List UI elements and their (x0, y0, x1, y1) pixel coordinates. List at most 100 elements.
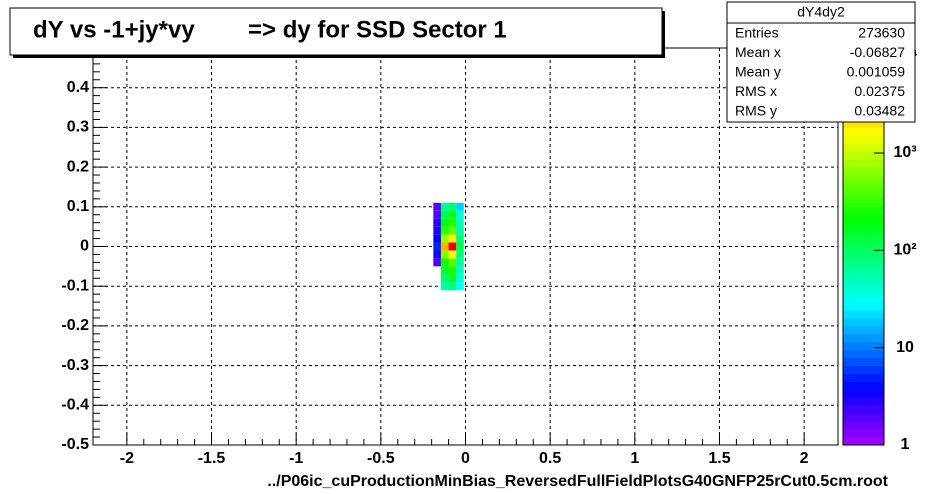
heatmap-cell (448, 266, 457, 275)
heatmap-cell (433, 218, 441, 227)
heatmap-cell (433, 258, 441, 267)
color-scale-step (843, 135, 884, 144)
heatmap-cell (433, 226, 441, 235)
heatmap-cell (433, 234, 441, 243)
x-tick-label: -2 (120, 450, 134, 467)
stats-label: Entries (735, 25, 779, 41)
heatmap-cell (456, 258, 464, 267)
color-scale-step (843, 381, 884, 390)
heatmap-cell (456, 282, 464, 291)
heatmap-cell (448, 210, 457, 219)
heatmap-cell (448, 218, 457, 227)
color-scale-step (843, 333, 884, 343)
color-scale-step (843, 270, 884, 279)
x-tick-label: 0 (461, 450, 470, 467)
color-scale-step (843, 230, 884, 240)
heatmap-cell (440, 274, 449, 283)
heatmap-cell (440, 210, 449, 219)
y-tick-label: 0 (80, 238, 89, 255)
stats-title: dY4dy2 (797, 4, 845, 20)
y-tick-label: 0.2 (67, 158, 89, 175)
heatmap-cell (456, 250, 464, 259)
x-tick-label: 0.5 (539, 450, 561, 467)
y-tick-label: -0.5 (61, 436, 89, 453)
stats-value: 0.001059 (847, 64, 906, 80)
color-scale-step (843, 421, 884, 430)
heatmap-cell (456, 266, 464, 275)
x-tick-label: -0.5 (367, 450, 395, 467)
color-scale-step (843, 151, 884, 160)
color-scale-step (843, 206, 884, 216)
stats-value: -0.06827 (850, 44, 905, 60)
color-scale-step (843, 317, 884, 327)
color-scale-step (843, 198, 884, 208)
stats-label: Mean y (735, 64, 781, 80)
title-box (9, 7, 663, 56)
z-tick-label: 10² (893, 242, 916, 259)
color-scale-step (843, 349, 884, 359)
heatmap-cell (448, 274, 457, 283)
overlay: dY vs -1+jy*vy => dy for SSD Sector 1 ..… (9, 1, 916, 490)
heatmap-cell (440, 234, 449, 243)
color-scale-step (843, 389, 884, 398)
heatmap-cell (448, 250, 457, 259)
heatmap-cell (440, 266, 449, 275)
x-tick-label: 2 (800, 450, 809, 467)
y-tick-label: -0.2 (61, 317, 89, 334)
y-tick-label: -0.4 (61, 397, 89, 414)
color-scale-step (843, 254, 884, 263)
x-tick-label: -1 (289, 450, 303, 467)
heatmap-cell (456, 218, 464, 227)
heatmap-cell (448, 258, 457, 267)
heatmap-cell (440, 226, 449, 235)
stats-box (726, 1, 916, 123)
y-tick-label: 0.3 (67, 119, 89, 136)
heatmap-cell (440, 282, 449, 291)
heatmap-cell (433, 250, 441, 259)
color-scale-step (843, 127, 884, 136)
color-scale-step (843, 397, 884, 406)
heatmap-cell (456, 202, 464, 211)
heatmap-cell (440, 250, 449, 259)
color-scale-step (843, 246, 884, 255)
heatmap-cell (448, 202, 457, 211)
heatmap-cell (433, 242, 441, 251)
color-scale-step (843, 167, 884, 176)
color-scale-step (843, 365, 884, 375)
color-scale-step (843, 159, 884, 168)
color-scale-step (843, 429, 884, 438)
color-scale-step (843, 143, 884, 152)
color-scale-step (843, 238, 884, 247)
y-tick-label: -0.1 (61, 277, 89, 294)
heatmap-cell (433, 210, 441, 219)
z-tick-label: 10³ (893, 144, 916, 161)
color-scale-step (843, 413, 884, 422)
color-scale-step (843, 262, 884, 271)
heatmap-cell (456, 274, 464, 283)
color-scale-step (843, 294, 884, 303)
color-scale-step (843, 190, 884, 200)
color-scale-step (843, 437, 884, 446)
y-tick-label: 0.4 (67, 79, 89, 96)
heatmap-cell (448, 234, 457, 243)
heatmap-cell (440, 202, 449, 211)
color-scale-step (843, 222, 884, 232)
stats-label: RMS x (735, 83, 777, 99)
heatmap-cell (433, 202, 441, 211)
y-tick-label: 0.1 (67, 198, 89, 215)
heatmap-cell (448, 226, 457, 235)
color-scale-step (843, 357, 884, 367)
color-scale-step (843, 119, 884, 128)
y-tick-label: -0.3 (61, 357, 89, 374)
z-tick-label: 10 (896, 339, 914, 356)
chart-title: dY vs -1+jy*vy => dy for SSD Sector 1 (33, 16, 507, 43)
color-scale-step (843, 325, 884, 335)
color-scale-step (843, 175, 884, 184)
color-scale-step (843, 310, 884, 319)
color-scale-step (843, 302, 884, 311)
color-scale-step (843, 405, 884, 414)
color-scale-step (843, 214, 884, 224)
heatmap-cell (456, 234, 464, 243)
heatmap-cell (440, 242, 449, 251)
